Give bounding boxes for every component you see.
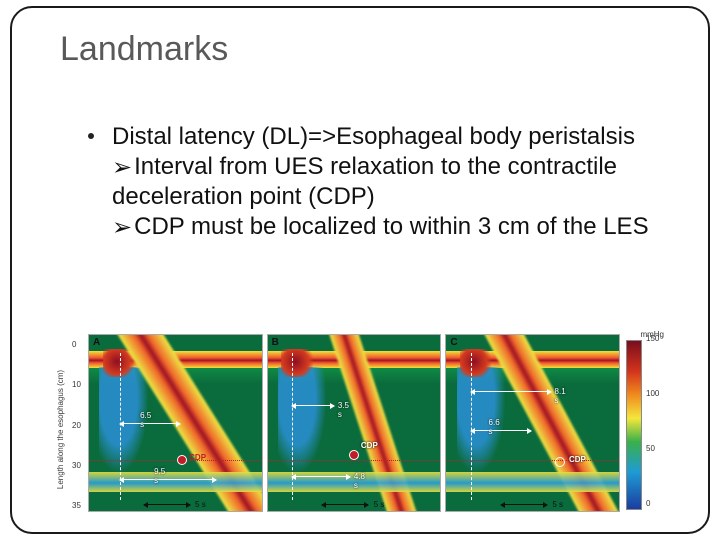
colorbar: mmHg 150 100 50 0 <box>620 334 670 524</box>
measure-value: 9.5 s <box>154 467 165 485</box>
y-axis-label: Length along the esophagus (cm) <box>57 369 66 488</box>
time-arrow-icon <box>144 504 190 505</box>
panel-letter: C <box>450 337 457 348</box>
bullet-main: Distal latency (DL)=>Esophageal body per… <box>112 123 635 150</box>
triangle-icon: ➢ <box>112 213 132 243</box>
panel-b: B CDP 3.5 s 4.8 s <box>267 334 442 512</box>
colorbar-ticks: 150 100 50 0 <box>646 334 659 508</box>
time-scale: 5 s <box>319 500 384 509</box>
time-scale-label: 5 s <box>374 500 385 509</box>
y-tick: 20 <box>72 421 88 430</box>
slide: Landmarks Distal latency (DL)=>Esophagea… <box>0 0 720 540</box>
y-tick: 30 <box>72 461 88 470</box>
bullet-text: Distal latency (DL)=>Esophageal body per… <box>112 122 680 242</box>
cdp-label: CDP <box>361 441 378 450</box>
body-text: Distal latency (DL)=>Esophageal body per… <box>88 122 680 242</box>
measure-value: 6.5 s <box>140 411 151 429</box>
cdp-label: CDP <box>189 453 206 462</box>
panel-letter: B <box>272 337 279 348</box>
cdp-marker <box>177 455 187 465</box>
time-scale: 5 s <box>141 500 206 509</box>
colorbar-tick: 0 <box>646 499 659 508</box>
colorbar-tick: 50 <box>646 444 659 453</box>
panel-a: A CDP 6.5 s 9.5 s <box>88 334 263 512</box>
y-axis: Length along the esophagus (cm) <box>50 334 72 524</box>
colorbar-tick: 100 <box>646 389 659 398</box>
bullet-dot-icon <box>88 133 94 139</box>
ues-hotspot <box>281 349 312 377</box>
colorbar-unit: mmHg <box>640 330 664 339</box>
ues-hotspot <box>460 349 491 377</box>
cdp-label: CDP <box>569 455 586 464</box>
measure-value: 3.5 s <box>338 401 349 419</box>
y-ticks: 0 10 20 30 35 <box>72 334 88 524</box>
les-band <box>89 472 262 491</box>
slide-title: Landmarks <box>60 30 228 69</box>
cdp-marker <box>555 457 565 467</box>
measure-arrow-icon <box>471 391 551 392</box>
les-band <box>446 472 619 491</box>
bullet-sub-1: ➢Interval from UES relaxation to the con… <box>112 152 680 212</box>
measure-value: 8.1 s <box>555 387 566 405</box>
bolus <box>278 367 326 473</box>
panels: A CDP 6.5 s 9.5 s <box>88 334 620 524</box>
bullet-sub-2: ➢CDP must be localized to within 3 cm of… <box>112 212 680 242</box>
time-arrow-icon <box>501 504 547 505</box>
bullet-1: Distal latency (DL)=>Esophageal body per… <box>88 122 680 242</box>
y-tick: 35 <box>72 501 88 510</box>
time-scale: 5 s <box>498 500 563 509</box>
measure-arrow-icon <box>120 479 216 480</box>
panel-letter: A <box>93 337 100 348</box>
swallow-start-line <box>471 353 472 501</box>
time-scale-label: 5 s <box>195 500 206 509</box>
manometry-figure: Length along the esophagus (cm) 0 10 20 … <box>50 334 670 524</box>
y-tick: 0 <box>72 340 88 349</box>
triangle-icon: ➢ <box>112 153 132 183</box>
bullet-sub2-text: CDP must be localized to within 3 cm of … <box>134 213 648 240</box>
cdp-reference-line <box>89 460 262 461</box>
y-tick: 10 <box>72 380 88 389</box>
measure-value: 6.6 s <box>489 418 500 436</box>
panel-c: C CDP 8.1 s 6.6 s <box>445 334 620 512</box>
time-arrow-icon <box>322 504 368 505</box>
cdp-marker <box>349 450 359 460</box>
bullet-sub1-text: Interval from UES relaxation to the cont… <box>112 153 617 210</box>
cdp-reference-line <box>446 460 619 461</box>
time-scale-label: 5 s <box>552 500 563 509</box>
measure-arrow-icon <box>471 430 531 431</box>
measure-arrow-icon <box>292 405 334 406</box>
cdp-reference-line <box>268 460 441 461</box>
measure-value: 4.8 s <box>354 472 365 490</box>
colorbar-gradient <box>626 340 642 510</box>
measure-arrow-icon <box>292 476 350 477</box>
